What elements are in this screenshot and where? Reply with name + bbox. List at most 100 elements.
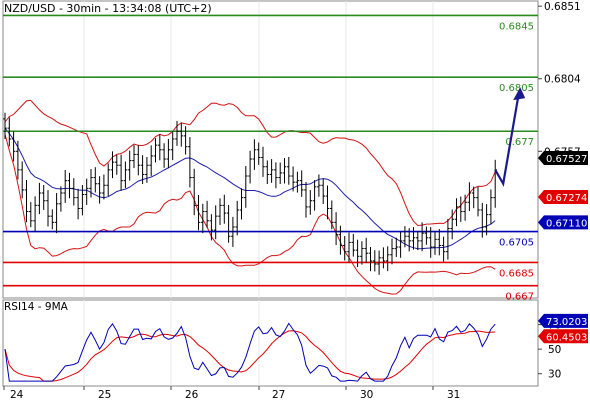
- price-bar: [149, 145, 153, 176]
- price-bar: [102, 174, 106, 200]
- price-bar: [463, 194, 467, 221]
- rsi-tag-label: 73.0203: [546, 317, 587, 328]
- price-bar: [351, 233, 356, 257]
- price-bar: [312, 180, 317, 211]
- price-bar: [67, 172, 72, 199]
- price-bar: [325, 185, 330, 220]
- price-bar: [304, 182, 308, 218]
- price-bar: [459, 196, 463, 222]
- price-bar: [321, 178, 325, 204]
- price-bar: [145, 157, 149, 183]
- price-bar: [158, 134, 162, 161]
- x-axis-label: 27: [272, 389, 285, 400]
- price-bar: [265, 160, 270, 185]
- price-bar: [7, 117, 12, 147]
- price-bar: [269, 159, 274, 183]
- price-bar: [416, 230, 420, 251]
- price-bar: [347, 232, 351, 263]
- price-tag-box: [538, 215, 588, 230]
- price-bar: [231, 216, 235, 247]
- price-bar: [291, 166, 295, 192]
- price-bar: [127, 150, 132, 181]
- level-label: 0.6805: [499, 83, 534, 94]
- rsi-tag-box: [538, 313, 588, 328]
- price-bar: [123, 161, 128, 189]
- price-bar: [136, 145, 141, 176]
- price-bar: [63, 169, 67, 203]
- x-axis-label: 31: [447, 389, 460, 400]
- price-bar: [132, 145, 136, 168]
- level-label: 0.6685: [499, 268, 534, 279]
- price-bar: [41, 184, 46, 210]
- price-bar: [330, 200, 334, 230]
- price-tag-box: [538, 190, 588, 205]
- x-axis-label: 26: [185, 389, 199, 400]
- price-tag-box: [538, 150, 588, 165]
- price-axis-label: 0.6851: [544, 1, 581, 13]
- price-bar: [394, 237, 399, 257]
- price-bar: [153, 138, 158, 163]
- price-bar: [166, 139, 171, 169]
- price-bar: [338, 225, 343, 255]
- price-bar: [446, 218, 450, 260]
- price-bar: [342, 236, 347, 261]
- price-bar: [493, 159, 497, 208]
- price-bar: [407, 228, 411, 252]
- price-bar: [403, 226, 407, 248]
- price-bar: [385, 246, 390, 272]
- rsi-axis-label: 30: [548, 369, 561, 381]
- level-label: 0.6705: [499, 238, 534, 249]
- rsi-tag-label: 60.4503: [546, 332, 587, 343]
- price-bar: [244, 166, 248, 208]
- price-bar: [282, 158, 287, 184]
- price-bar: [476, 186, 480, 217]
- chart-title: NZD/USD - 30min - 13:34:08 (UTC+2): [4, 2, 212, 15]
- price-bar: [467, 182, 472, 212]
- price-bar: [76, 188, 80, 220]
- price-bar: [201, 203, 205, 234]
- price-bar: [50, 209, 55, 230]
- price-bar: [37, 182, 42, 215]
- price-bar: [256, 142, 261, 165]
- price-bar: [252, 139, 257, 170]
- price-bar: [381, 247, 386, 269]
- price-bar: [239, 188, 244, 220]
- x-axis-label: 24: [10, 389, 24, 400]
- price-bar: [420, 222, 424, 252]
- price-bar: [162, 143, 166, 168]
- price-bar: [89, 168, 93, 198]
- price-bar: [364, 237, 368, 263]
- price-bar: [398, 231, 403, 258]
- rsi-line: [4, 322, 496, 382]
- price-bar: [175, 120, 179, 146]
- price-bar: [373, 250, 377, 272]
- plot-layer: 0.6845 0.6805 0.677 0.6705 0.6685 0.667: [3, 14, 538, 382]
- price-tag-label: 0.67527: [546, 154, 587, 165]
- price-bar: [411, 227, 416, 250]
- rsi-ma-line: [4, 330, 496, 382]
- price-bar: [20, 161, 24, 199]
- price-bar: [218, 198, 222, 225]
- price-bar: [428, 227, 433, 258]
- price-bar: [287, 156, 291, 185]
- level-label: 0.677: [505, 137, 534, 148]
- rsi-axis-label: 50: [548, 344, 561, 356]
- price-bar: [93, 167, 98, 193]
- price-bar: [308, 190, 313, 215]
- price-bar: [360, 241, 364, 265]
- price-bar: [179, 122, 184, 147]
- price-bar: [368, 246, 373, 272]
- price-bar: [450, 209, 454, 240]
- bollinger-upper-line: [4, 99, 496, 227]
- price-bar: [274, 162, 278, 189]
- rsi-title: RSI14 - 9MA: [4, 301, 69, 313]
- price-bar: [140, 155, 145, 185]
- price-bar: [16, 140, 20, 180]
- forecast-arrow-line: [494, 90, 521, 187]
- price-bar: [84, 178, 89, 205]
- price-bar: [106, 163, 110, 196]
- price-bar: [72, 178, 76, 206]
- price-bar: [119, 154, 123, 191]
- price-bar: [334, 212, 338, 246]
